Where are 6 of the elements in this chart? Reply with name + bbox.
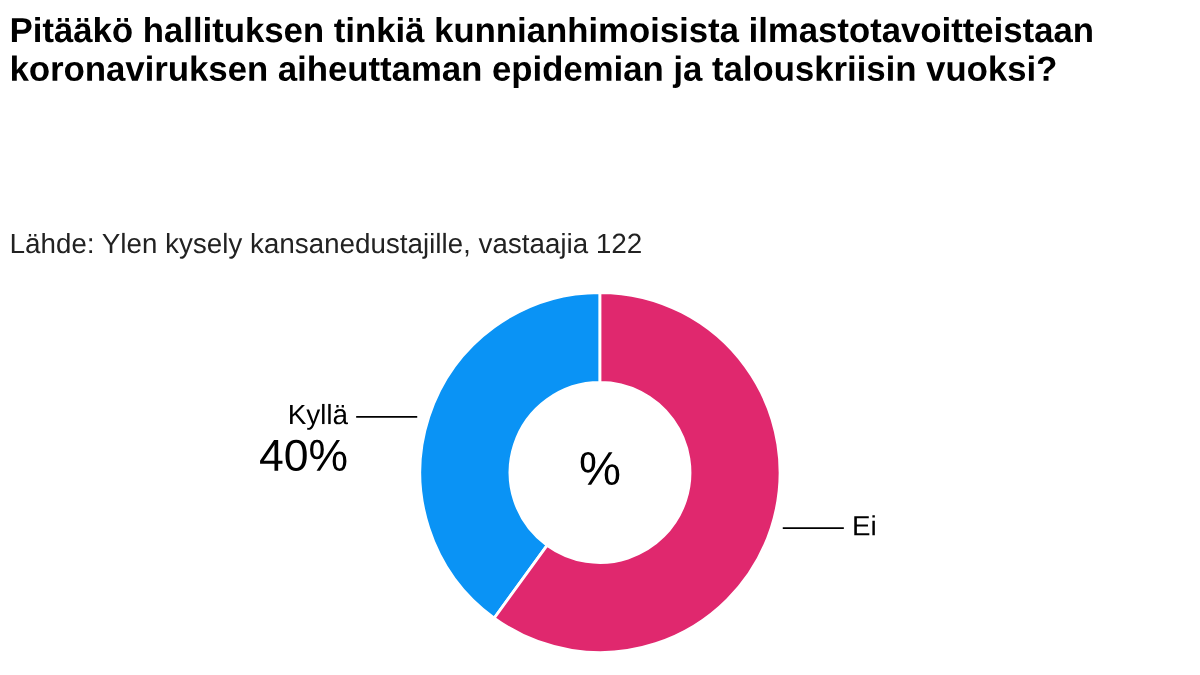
text: % bbox=[580, 451, 620, 485]
slice-label: Ei bbox=[854, 515, 875, 536]
data-label: 40% bbox=[260, 439, 347, 472]
slice-label: Kyllä bbox=[290, 403, 348, 430]
chart-title: Pitääkö hallituksen tinkiä kunnianhimoisista ilmastotavoitteistaan koronaviruksen aiheuttaman epidemian ja talouskriisin vuoksi? bbox=[11, 16, 1092, 88]
chart-subtitle: Lähde: Ylen kysely kansanedustajille, vastaajia 122 bbox=[11, 232, 641, 259]
